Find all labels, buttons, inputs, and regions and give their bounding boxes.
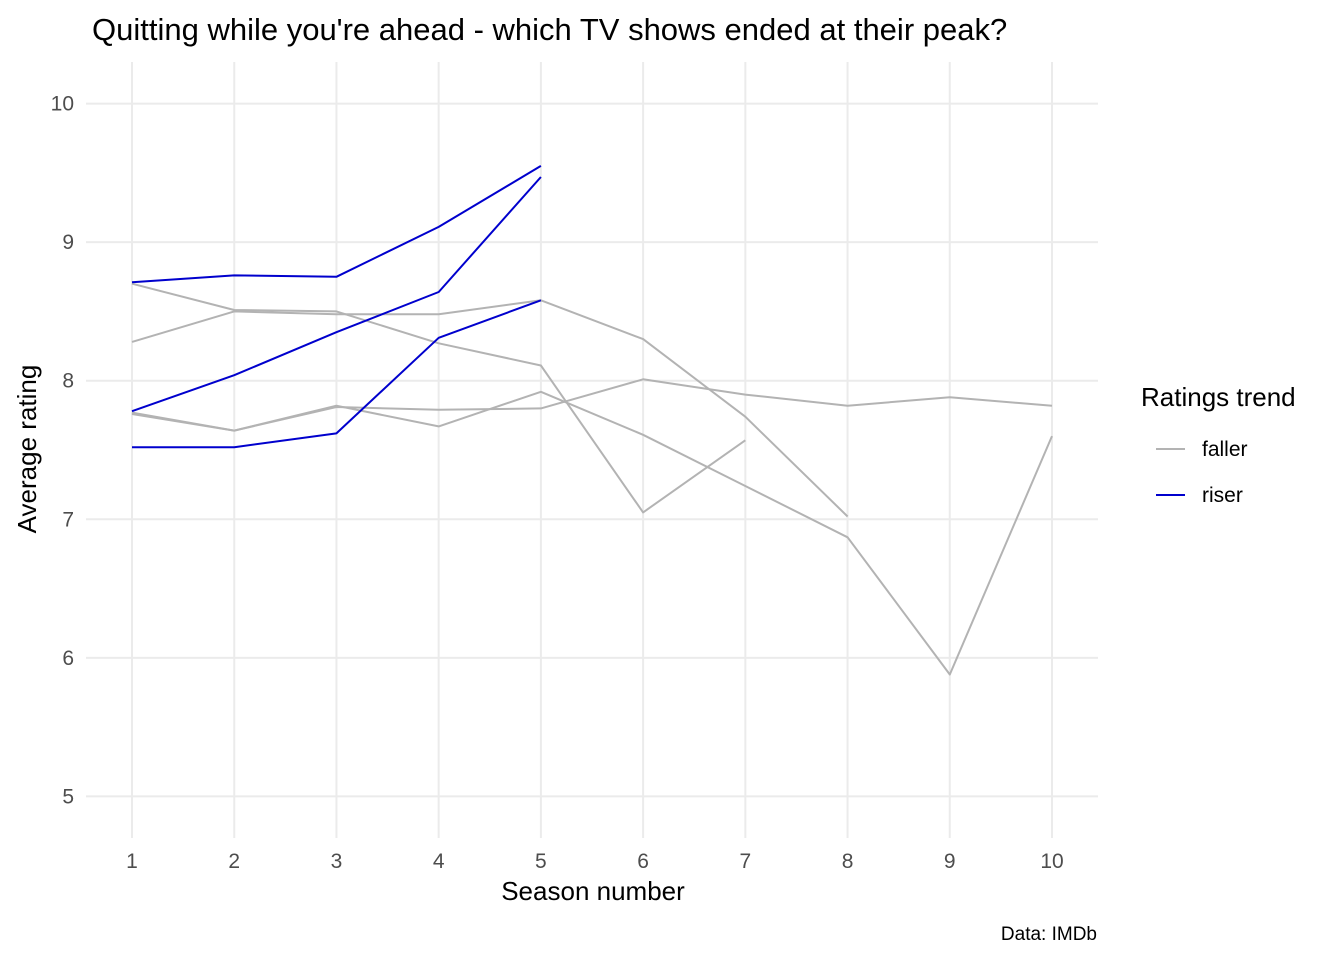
x-tick-label: 3 (331, 850, 343, 873)
legend-title: Ratings trend (1141, 382, 1296, 412)
x-tick-label: 4 (433, 850, 445, 873)
y-axis-title: Average rating (12, 365, 42, 534)
y-tick-label: 7 (62, 508, 74, 531)
series-line-riser (131, 165, 542, 284)
series-line-faller (131, 282, 746, 514)
x-tick-label: 9 (944, 850, 956, 873)
legend-label-riser: riser (1202, 484, 1243, 507)
x-tick-label: 8 (842, 850, 854, 873)
x-tick-label: 2 (228, 850, 240, 873)
grid (86, 62, 1098, 838)
series-line-faller (131, 390, 1053, 676)
x-tick-label: 5 (535, 850, 547, 873)
y-tick-label: 8 (62, 370, 74, 393)
x-tick-label: 7 (739, 850, 751, 873)
x-tick-label: 6 (637, 850, 649, 873)
x-axis-title: Season number (501, 876, 685, 906)
legend: Ratings trend faller riser (1141, 382, 1296, 507)
tick-labels: 1 2 3 4 5 6 7 8 9 10 5 6 7 8 9 10 (51, 93, 1064, 873)
x-tick-label: 1 (126, 850, 138, 873)
legend-label-faller: faller (1202, 438, 1248, 461)
y-tick-label: 9 (62, 231, 74, 254)
chart-title: Quitting while you're ahead - which TV s… (92, 12, 1007, 47)
series-lines (131, 165, 1053, 676)
series-line-riser (132, 299, 542, 449)
y-tick-label: 5 (62, 785, 74, 808)
caption: Data: IMDb (1001, 924, 1097, 945)
series-line-faller (131, 299, 849, 518)
x-tick-label: 10 (1040, 850, 1063, 873)
y-tick-label: 10 (51, 93, 74, 116)
series-line-riser (131, 176, 542, 413)
y-tick-label: 6 (62, 647, 74, 670)
